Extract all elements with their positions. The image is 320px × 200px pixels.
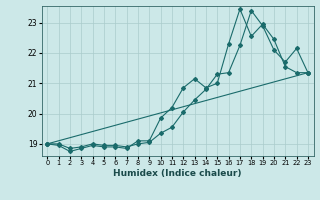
X-axis label: Humidex (Indice chaleur): Humidex (Indice chaleur): [113, 169, 242, 178]
